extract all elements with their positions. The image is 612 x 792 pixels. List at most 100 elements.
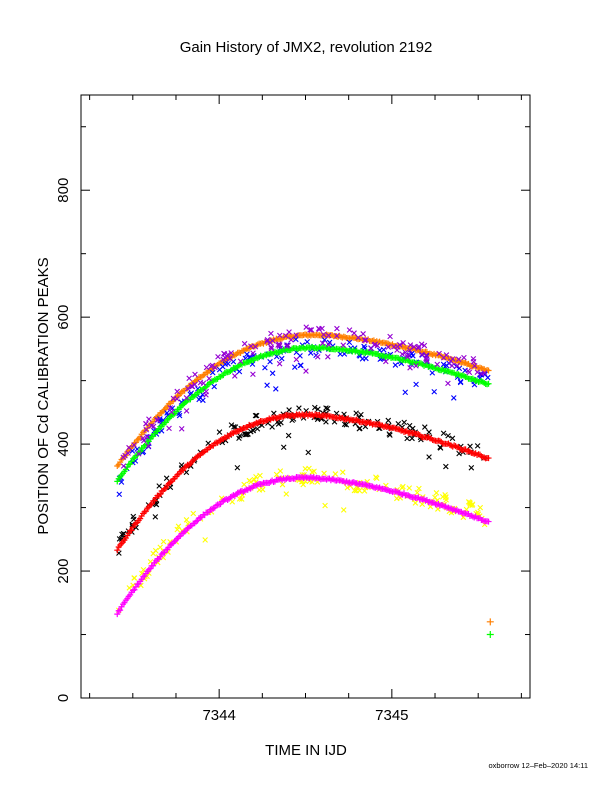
cross-point [267,339,273,346]
cross-point [325,353,331,360]
cross-point [186,375,192,382]
plus-point [157,491,164,498]
cross-point [268,344,275,350]
cross-point [286,329,292,335]
x-tick-label: 7345 [375,707,408,724]
cross-point [323,405,329,411]
cross-point [130,513,137,520]
cross-point [228,350,234,356]
cross-point [481,370,488,376]
cross-point [268,345,275,352]
cross-point [116,491,123,498]
cross-point [146,416,152,422]
plus-point [486,618,494,626]
plus-point [330,413,337,420]
cross-point [252,412,259,419]
cross-point [131,442,137,448]
cross-point [205,440,212,447]
cross-point [126,585,133,591]
cross-point [202,537,208,543]
x-axis-label: TIME IN IJD [265,742,347,759]
cross-point [404,354,411,360]
cross-point [183,395,190,401]
cross-point [405,352,411,358]
cross-point [293,356,300,363]
cross-point [406,485,413,491]
cross-point [252,343,259,350]
cross-point [413,381,419,388]
cross-point [288,337,294,343]
cross-point [356,425,363,432]
cross-point [406,422,413,429]
cross-point [234,464,241,471]
cross-point [351,487,358,494]
cross-point [411,344,417,350]
cross-point [360,331,366,337]
cross-point [311,468,317,475]
plot-frame [80,94,531,699]
cross-point [442,492,448,498]
cross-point [461,354,467,361]
cross-point [262,364,268,371]
cross-point [395,420,402,427]
cross-point [264,382,270,388]
cross-point [118,479,125,485]
y-tick-label: 600 [55,305,72,330]
cross-point [276,341,282,347]
cross-point [253,412,260,419]
cross-point [284,342,290,348]
cross-point [413,363,419,369]
cross-point [297,362,304,369]
cross-point [449,435,456,442]
cross-point [454,362,461,369]
cross-point [145,443,152,449]
cross-point [322,502,328,509]
cross-point [174,388,180,395]
cross-point [443,362,450,369]
cross-point [334,333,340,339]
cross-point [241,481,247,488]
cross-point [248,479,254,485]
cross-point [152,514,159,520]
cross-point [320,331,327,338]
cross-point [241,340,248,347]
cross-point [273,386,279,392]
plus-point [327,413,334,420]
cross-point [250,371,256,378]
cross-point [377,356,384,362]
cross-point [286,407,292,413]
cross-point [190,510,197,517]
cross-point [236,496,243,502]
cross-point [308,327,315,333]
cross-point [203,392,209,398]
cross-point [267,358,273,365]
cross-point [424,358,430,364]
cross-point [467,499,473,506]
cross-point [143,426,150,433]
plus-point [117,607,124,614]
cross-point [321,337,328,343]
cross-point [178,426,185,432]
cross-point [222,361,229,367]
plus-point [485,380,492,387]
cross-point [394,495,400,502]
cross-point [469,501,476,508]
cross-point [415,344,421,351]
cross-point [474,443,481,449]
cross-point [436,350,442,357]
cross-point [174,526,181,533]
cross-point [346,327,353,333]
cross-point [303,324,310,330]
plus-point [114,611,121,618]
cross-point [448,358,454,364]
cross-point [406,347,413,354]
cross-point [209,362,216,369]
cross-point [361,343,367,350]
cross-point [431,388,438,395]
cross-point [407,365,413,371]
cross-point [293,332,299,338]
y-tick-label: 200 [55,559,72,584]
cross-point [170,395,177,402]
cross-point [264,338,270,344]
